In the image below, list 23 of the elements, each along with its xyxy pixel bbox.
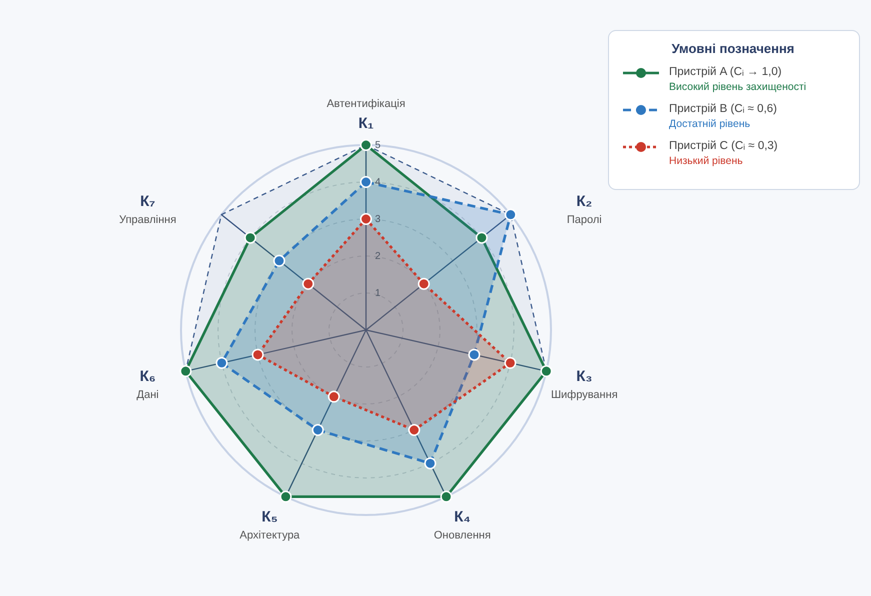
text: Управління (119, 214, 176, 226)
y-tick-label: 2 (375, 251, 381, 262)
spoke-label: К₃ (576, 368, 592, 386)
spoke-label: К₄ (454, 508, 470, 526)
text: Дані (136, 389, 159, 402)
y-tick-label: 4 (375, 177, 381, 188)
y-tick-label: 3 (375, 214, 381, 225)
legend-title: Умовні позначення (670, 41, 796, 56)
legend-label: Пристрій B (Cᵢ ≈ 0,6) Достатній рівень (669, 103, 777, 130)
text: Автентифікація (326, 98, 406, 110)
text: Паролі (566, 214, 602, 226)
legend-label: Пристрій A (Cᵢ → 1,0) Високий рівень захищеності (669, 66, 806, 93)
spoke-label: К₂ (576, 192, 592, 210)
text: Оновлення (434, 530, 491, 542)
spoke-label: К₅ (262, 508, 278, 526)
y-tick-label: 1 (375, 288, 381, 299)
spoke-label: К₆ (140, 368, 156, 386)
text: Архітектура (240, 530, 301, 542)
y-tick-label: 5 (375, 140, 381, 151)
legend-label: Пристрій C (Cᵢ ≈ 0,3) Низький рівень (669, 140, 778, 167)
text: Шифрування (550, 389, 618, 402)
spoke-label: К₇ (140, 192, 156, 210)
spoke-label: К₁ (358, 114, 374, 132)
